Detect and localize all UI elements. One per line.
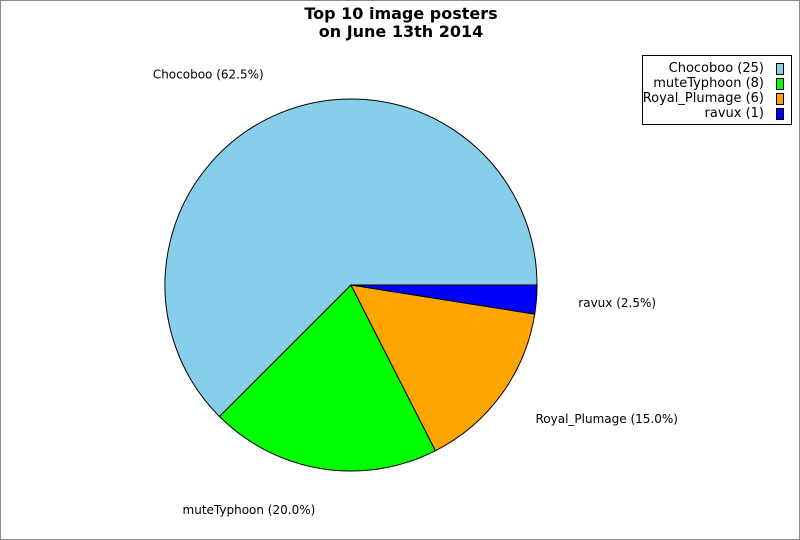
pie-label-mutetyphoon: muteTyphoon (20.0%) — [183, 503, 316, 517]
chart-subtitle: on June 13th 2014 — [318, 22, 484, 41]
legend-swatch-royal-plumage — [776, 93, 784, 105]
pie-label-ravux: ravux (2.5%) — [578, 296, 656, 310]
legend-label-mutetyphoon: muteTyphoon (8) — [653, 76, 764, 91]
legend-item-royal-plumage: Royal_Plumage (6) — [643, 90, 791, 107]
legend-item-mutetyphoon: muteTyphoon (8) — [643, 75, 791, 92]
pie-label-royal-plumage: Royal_Plumage (15.0%) — [536, 412, 678, 426]
pie-slice-royal-plumage — [350, 284, 536, 452]
legend-label-royal-plumage: Royal_Plumage (6) — [642, 91, 764, 106]
chart-legend: Chocoboo (25) muteTyphoon (8) Royal_Plum… — [642, 55, 792, 125]
pie-label-chocoboo: Chocoboo (62.5%) — [153, 67, 264, 81]
pie-slice-ravux — [350, 284, 538, 315]
legend-label-ravux: ravux (1) — [704, 106, 764, 121]
legend-swatch-ravux — [776, 108, 784, 120]
pie-slice-chocoboo — [164, 98, 538, 418]
legend-item-chocoboo: Chocoboo (25) — [643, 60, 791, 77]
pie-slice-mutetyphoon — [218, 284, 437, 472]
legend-swatch-mutetyphoon — [776, 78, 784, 90]
legend-label-chocoboo: Chocoboo (25) — [668, 61, 764, 76]
chart-title: Top 10 image posters — [304, 4, 498, 23]
legend-swatch-chocoboo — [776, 63, 784, 75]
legend-item-ravux: ravux (1) — [643, 105, 791, 122]
